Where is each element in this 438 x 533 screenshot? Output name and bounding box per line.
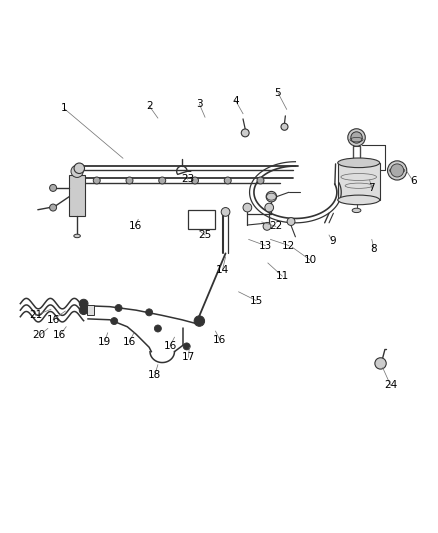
Bar [87,305,94,316]
Circle shape [79,306,88,314]
Circle shape [224,177,231,184]
Text: 12: 12 [282,240,296,251]
Text: 15: 15 [250,296,263,305]
Text: 20: 20 [32,330,46,341]
Text: 10: 10 [304,255,317,265]
Ellipse shape [74,234,81,238]
Circle shape [265,203,274,212]
Text: 16: 16 [46,315,60,325]
Circle shape [111,318,118,325]
Circle shape [221,207,230,216]
Bar [338,163,380,200]
Circle shape [263,222,271,230]
Text: 21: 21 [29,310,42,320]
Circle shape [266,191,277,202]
Circle shape [281,123,288,130]
Ellipse shape [338,158,380,167]
Circle shape [391,164,404,177]
Text: 9: 9 [329,236,336,246]
Text: 24: 24 [384,380,397,390]
Circle shape [74,163,85,174]
Circle shape [388,161,407,180]
Circle shape [79,299,88,308]
Bar [69,175,85,216]
Ellipse shape [338,195,380,205]
Circle shape [287,217,295,225]
Text: 16: 16 [213,335,226,345]
Circle shape [183,343,190,350]
Text: 13: 13 [259,240,272,251]
Text: 14: 14 [216,265,229,275]
Circle shape [348,129,365,146]
Text: 3: 3 [196,99,203,109]
Text: 17: 17 [182,352,195,362]
Circle shape [351,132,362,143]
Text: 2: 2 [146,101,152,111]
Circle shape [49,184,57,191]
Circle shape [146,309,152,316]
Text: 23: 23 [181,174,194,184]
Circle shape [126,177,133,184]
Circle shape [115,304,122,311]
Text: 8: 8 [371,244,377,254]
Text: 6: 6 [410,176,417,187]
Text: 18: 18 [148,370,162,380]
Text: 11: 11 [276,271,289,281]
Circle shape [154,325,161,332]
Circle shape [257,177,264,184]
Circle shape [243,203,252,212]
Circle shape [375,358,386,369]
Text: 25: 25 [198,230,212,240]
Text: 16: 16 [163,341,177,351]
Ellipse shape [352,208,361,213]
Circle shape [191,177,198,184]
Circle shape [71,165,83,177]
Circle shape [49,204,57,211]
Text: 16: 16 [53,330,66,341]
Circle shape [241,129,249,137]
Text: 1: 1 [61,103,67,114]
Text: 4: 4 [232,95,239,106]
Circle shape [159,177,166,184]
Circle shape [93,177,100,184]
Bar [188,210,215,229]
Text: 16: 16 [128,221,142,231]
Text: 19: 19 [98,337,111,346]
Text: 22: 22 [269,221,283,231]
Circle shape [194,316,205,326]
Text: 16: 16 [123,337,136,346]
Text: 5: 5 [275,88,281,98]
Text: 7: 7 [368,183,375,193]
